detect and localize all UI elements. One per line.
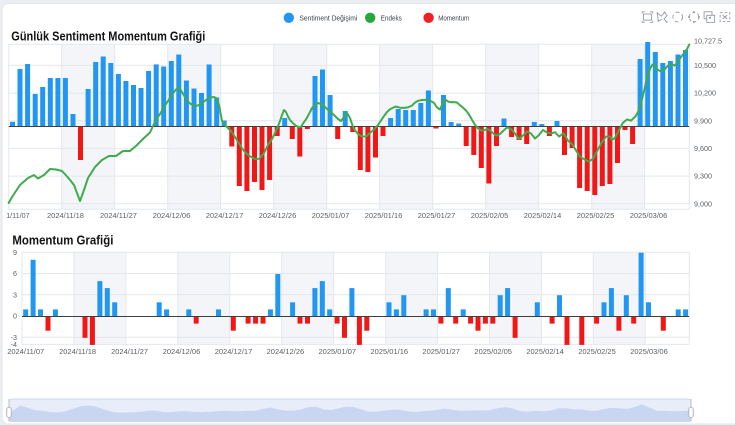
svg-text:6: 6	[13, 269, 17, 278]
svg-text:-3: -3	[11, 333, 17, 342]
svg-text:2024/12/06: 2024/12/06	[163, 347, 201, 356]
svg-text:Sentiment Değişimi: Sentiment Değişimi	[299, 13, 357, 22]
svg-text:-4: -4	[11, 340, 17, 349]
svg-text:9,600: 9,600	[694, 144, 712, 153]
svg-text:2025/02/14: 2025/02/14	[524, 211, 562, 220]
svg-text:1/11/07: 1/11/07	[6, 211, 29, 220]
svg-text:9,000: 9,000	[694, 199, 712, 208]
svg-text:3: 3	[13, 290, 17, 299]
svg-text:2025/02/05: 2025/02/05	[471, 211, 509, 220]
svg-text:2025/03/06: 2025/03/06	[630, 347, 668, 356]
svg-text:2025/02/25: 2025/02/25	[577, 211, 615, 220]
svg-text:2024/11/27: 2024/11/27	[100, 211, 137, 220]
svg-text:2024/12/26: 2024/12/26	[267, 347, 305, 356]
svg-text:2025/01/07: 2025/01/07	[312, 211, 350, 220]
svg-text:10,200: 10,200	[694, 89, 716, 98]
svg-text:0: 0	[13, 312, 17, 321]
svg-text:2024/11/18: 2024/11/18	[47, 211, 84, 220]
svg-text:2024/12/26: 2024/12/26	[259, 211, 297, 220]
svg-text:2025/03/06: 2025/03/06	[630, 211, 668, 220]
svg-text:Endeks: Endeks	[381, 13, 402, 22]
svg-text:2025/01/07: 2025/01/07	[319, 347, 357, 356]
svg-text:2024/12/17: 2024/12/17	[215, 347, 253, 356]
svg-text:2025/02/25: 2025/02/25	[578, 347, 616, 356]
svg-text:10,500: 10,500	[694, 61, 716, 70]
svg-text:10,727.5: 10,727.5	[694, 37, 722, 46]
svg-text:2024/11/27: 2024/11/27	[111, 347, 148, 356]
svg-text:Momentum Grafiği: Momentum Grafiği	[12, 233, 113, 248]
svg-text:9: 9	[13, 248, 17, 257]
svg-text:Momentum: Momentum	[438, 13, 469, 22]
svg-text:9,900: 9,900	[694, 116, 712, 125]
svg-text:2025/02/14: 2025/02/14	[526, 347, 564, 356]
svg-text:2025/01/27: 2025/01/27	[418, 211, 456, 220]
svg-text:9,300: 9,300	[694, 172, 712, 181]
svg-text:2024/11/18: 2024/11/18	[59, 347, 96, 356]
svg-text:2024/12/17: 2024/12/17	[206, 211, 244, 220]
svg-text:Günlük Sentiment Momentum Graf: Günlük Sentiment Momentum Grafiği	[11, 29, 205, 44]
svg-text:2025/01/16: 2025/01/16	[365, 211, 403, 220]
svg-text:2024/12/06: 2024/12/06	[153, 211, 191, 220]
svg-text:2024/11/07: 2024/11/07	[7, 347, 44, 356]
svg-text:2025/01/27: 2025/01/27	[422, 347, 460, 356]
svg-text:2025/01/16: 2025/01/16	[371, 347, 409, 356]
svg-text:2025/02/05: 2025/02/05	[474, 347, 512, 356]
